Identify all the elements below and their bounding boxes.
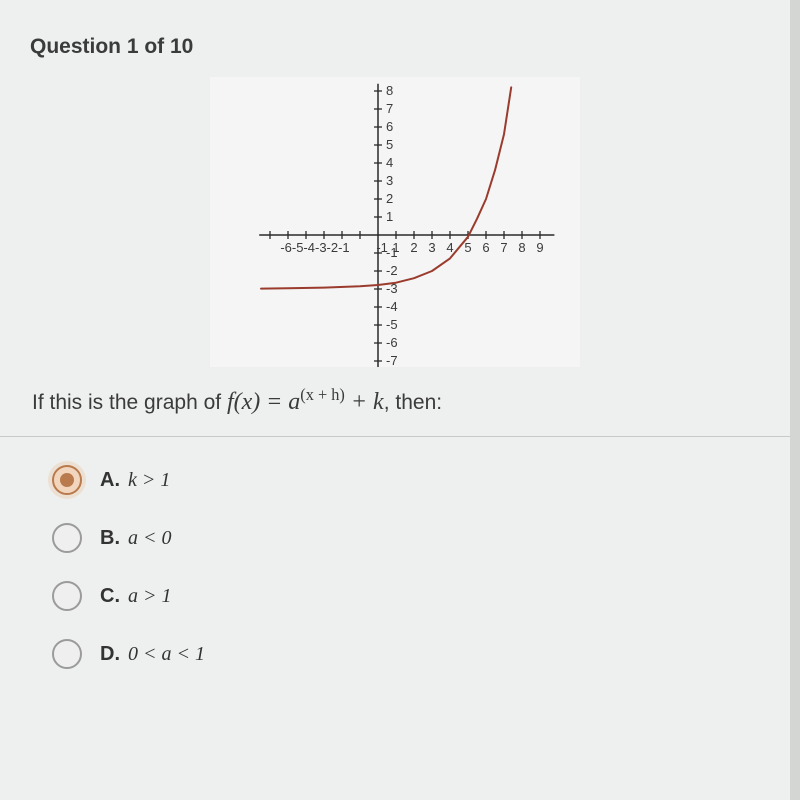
base-a: a — [288, 389, 300, 415]
option-A[interactable]: A. k > 1 — [52, 465, 760, 495]
svg-text:-2: -2 — [386, 263, 398, 278]
function-notation: f(x) — [227, 389, 260, 415]
svg-text:8: 8 — [518, 240, 525, 255]
options-list: A. k > 1 B. a < 0 C. a > 1 D. 0 < a < 1 — [30, 465, 760, 669]
equals: = — [266, 389, 288, 415]
svg-text:7: 7 — [386, 101, 393, 116]
svg-text:-5: -5 — [386, 317, 398, 332]
option-letter: A. — [100, 469, 120, 491]
svg-text:2: 2 — [410, 240, 417, 255]
option-math: a > 1 — [128, 585, 172, 607]
svg-text:2: 2 — [386, 191, 393, 206]
option-text-B: B. a < 0 — [100, 527, 172, 550]
svg-text:5: 5 — [464, 240, 471, 255]
radio-B[interactable] — [52, 523, 82, 553]
svg-text:7: 7 — [500, 240, 507, 255]
question-counter: Question 1 of 10 — [30, 35, 760, 59]
prompt-prefix: If this is the graph of — [32, 391, 227, 414]
svg-text:-7: -7 — [386, 353, 398, 367]
radio-A[interactable] — [52, 465, 82, 495]
svg-text:3: 3 — [386, 173, 393, 188]
option-math: 0 < a < 1 — [128, 643, 205, 665]
radio-C[interactable] — [52, 581, 82, 611]
svg-text:5: 5 — [386, 137, 393, 152]
option-letter: D. — [100, 643, 120, 665]
prompt-suffix: , then: — [384, 391, 442, 414]
option-letter: B. — [100, 527, 120, 549]
option-math: a < 0 — [128, 527, 172, 549]
option-B[interactable]: B. a < 0 — [52, 523, 760, 553]
svg-text:-1: -1 — [386, 245, 398, 260]
quiz-page: Question 1 of 10 -6-5-4-3-2-1123456789-1… — [0, 0, 790, 800]
svg-text:6: 6 — [386, 119, 393, 134]
svg-text:-4: -4 — [386, 299, 398, 314]
option-letter: C. — [100, 585, 120, 607]
radio-D[interactable] — [52, 639, 82, 669]
option-text-C: C. a > 1 — [100, 585, 172, 608]
svg-text:-6-5-4-3-2-1: -6-5-4-3-2-1 — [280, 240, 349, 255]
svg-text:4: 4 — [446, 240, 453, 255]
graph-svg: -6-5-4-3-2-1123456789-1-8-7-6-5-4-3-2-11… — [210, 77, 580, 367]
k-var: k — [373, 389, 384, 415]
option-text-D: D. 0 < a < 1 — [100, 643, 205, 666]
option-text-A: A. k > 1 — [100, 469, 170, 492]
svg-text:-6: -6 — [386, 335, 398, 350]
divider — [0, 436, 790, 437]
svg-text:6: 6 — [482, 240, 489, 255]
plus: + — [345, 389, 373, 415]
svg-text:1: 1 — [386, 209, 393, 224]
svg-text:3: 3 — [428, 240, 435, 255]
option-D[interactable]: D. 0 < a < 1 — [52, 639, 760, 669]
equation-rhs: a(x + h) + k — [288, 389, 383, 415]
svg-text:8: 8 — [386, 83, 393, 98]
question-prompt: If this is the graph of f(x) = a(x + h) … — [30, 385, 760, 416]
svg-text:9: 9 — [536, 240, 543, 255]
function-graph: -6-5-4-3-2-1123456789-1-8-7-6-5-4-3-2-11… — [210, 77, 580, 367]
svg-text:4: 4 — [386, 155, 393, 170]
option-math: k > 1 — [128, 469, 170, 491]
exponent: (x + h) — [300, 385, 345, 404]
option-C[interactable]: C. a > 1 — [52, 581, 760, 611]
